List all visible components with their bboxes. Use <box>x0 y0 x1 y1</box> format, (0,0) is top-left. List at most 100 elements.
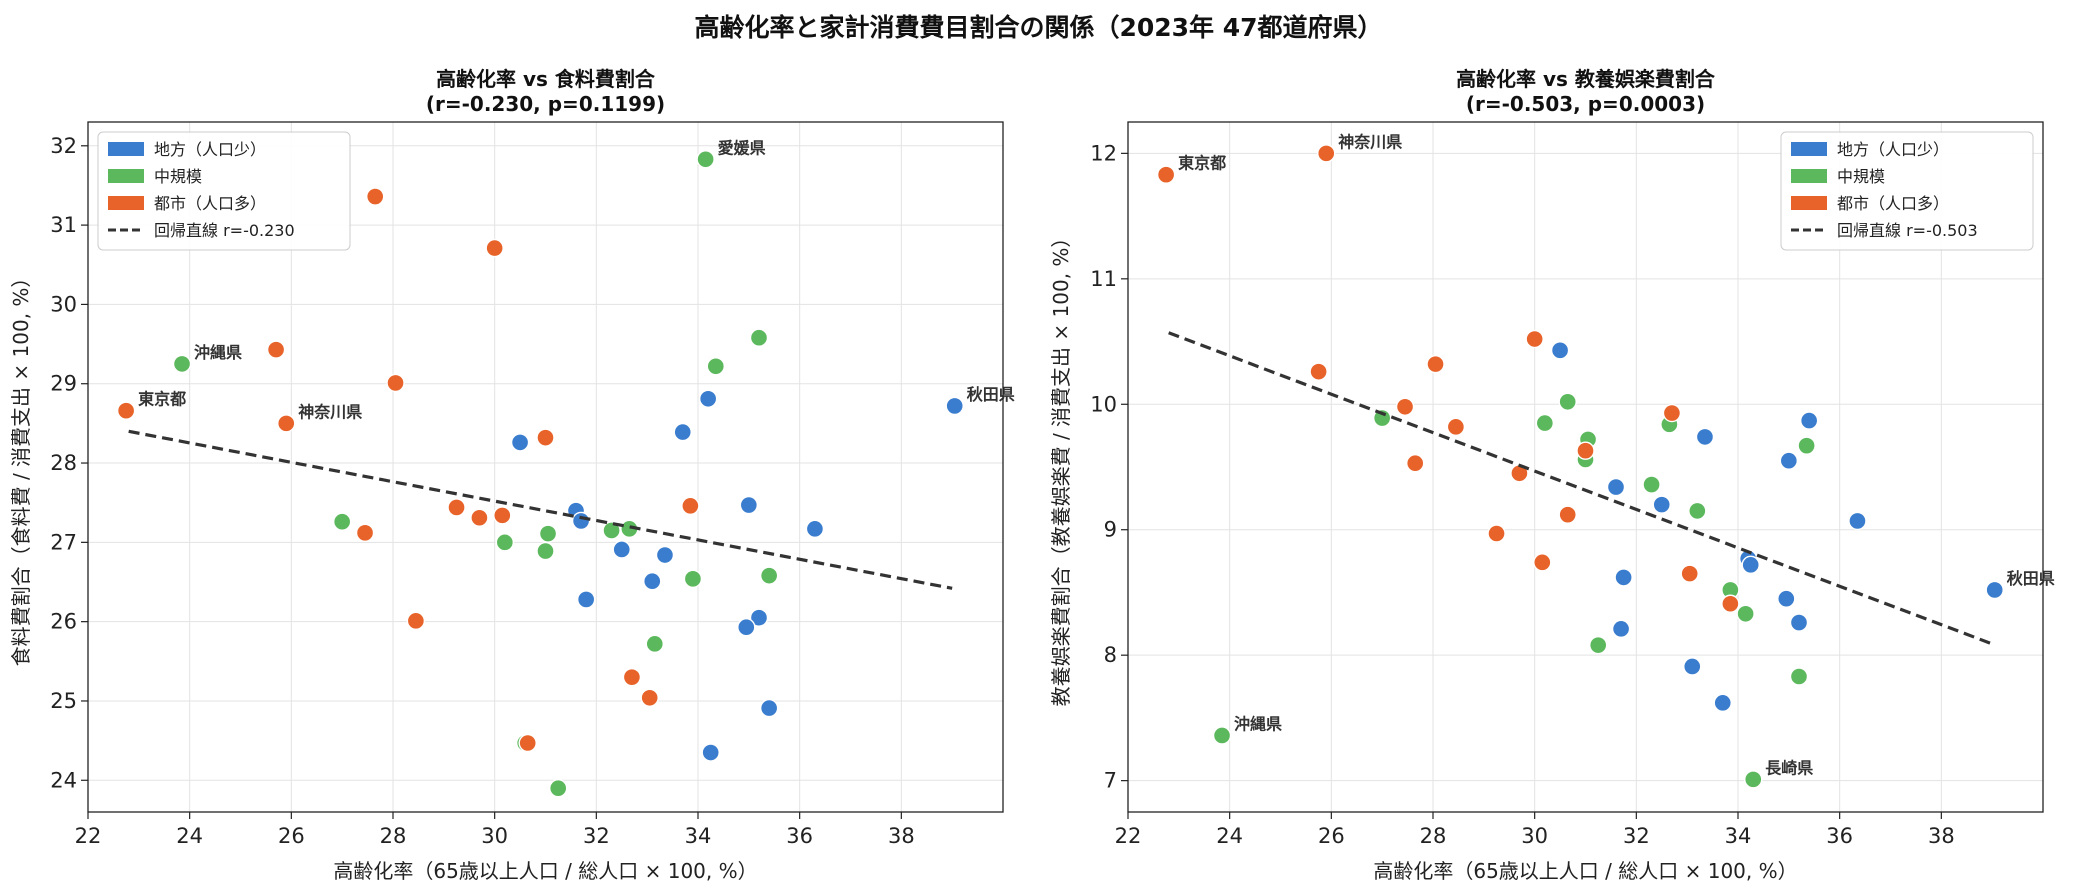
plot1-point-medium <box>683 569 703 589</box>
plot2-point-urban <box>1309 362 1328 381</box>
plot2-xlabel: 高齢化率（65歳以上人口 / 総人口 × 100, %） <box>1373 859 1797 883</box>
plot1-point-urban <box>355 523 375 543</box>
plot2-point-rural <box>1777 589 1796 608</box>
plot1-regression-line <box>128 429 953 590</box>
plot1-point-urban <box>366 187 385 206</box>
plot2-xtick-label: 24 <box>1216 824 1243 848</box>
plot2-point-urban <box>1662 403 1682 423</box>
plot1-annotation: 愛媛県 <box>718 138 766 157</box>
plot2-point-urban <box>1446 417 1466 437</box>
plot2-legend-swatch-medium <box>1791 169 1827 183</box>
plot1-xtick-label: 34 <box>685 824 712 848</box>
plot2-xtick-label: 30 <box>1521 824 1548 848</box>
plot1-point-rural <box>510 433 530 452</box>
plot1-point-rural <box>701 743 720 762</box>
plot2-regression-line <box>1168 331 1993 646</box>
plot2-xtick-label: 22 <box>1115 824 1142 848</box>
plot1-point-medium <box>538 524 558 543</box>
plot1-point-urban <box>622 667 642 687</box>
plot2-point-urban <box>1576 441 1595 460</box>
plot1-point-medium <box>696 150 715 169</box>
plot2: 高齢化率 vs 教養娯楽費割合(r=-0.503, p=0.0003) 22 24 2… <box>1049 67 2055 883</box>
plot2-annotation: 東京都 <box>1178 154 1226 173</box>
plot2-subtitle: (r=-0.503, p=0.0003) <box>1466 92 1705 116</box>
plot2-legend-box <box>1780 131 2034 251</box>
plot2-xtick-label: 38 <box>1928 824 1955 848</box>
plot1-point-urban <box>386 373 405 393</box>
plot1-point-urban <box>116 401 136 420</box>
plot2-legend-label-urban: 都市（人口多） <box>1837 194 1949 213</box>
plot2-xtick-label: 32 <box>1623 824 1650 848</box>
plot1-legend-label-urban: 都市（人口多） <box>154 194 266 213</box>
plot2-point-urban <box>1156 165 1176 184</box>
plot1-point-rural <box>655 545 675 565</box>
plot2-point-rural <box>1614 568 1633 587</box>
plot2-point-urban <box>1525 329 1544 349</box>
plot2-xtick-label: 26 <box>1318 824 1345 848</box>
plot2-point-urban <box>1426 354 1445 374</box>
plot2-point-medium <box>1797 436 1816 455</box>
plot1-point-rural <box>945 396 964 416</box>
plot1-point-medium <box>536 541 555 561</box>
plot1-point-urban <box>406 611 426 631</box>
plot2-point-urban <box>1721 594 1740 613</box>
figure-title: 高齢化率と家計消費費目割合の関係（2023年 47都道府県） <box>694 13 1383 42</box>
plot1-xtick-label: 36 <box>786 824 813 848</box>
plot1-point-urban <box>518 733 537 753</box>
plot2-point-rural <box>1550 341 1570 360</box>
plot1-legend-label-medium: 中規模 <box>154 167 202 186</box>
plot1-xtick-label: 26 <box>278 824 305 848</box>
plot2-point-rural <box>1848 511 1867 531</box>
plot2-annotation: 長崎県 <box>1765 758 1813 777</box>
plot1-xtick-label: 24 <box>176 824 203 848</box>
plot1-ytick-label: 30 <box>50 292 77 316</box>
plot2-ylabel: 教養娯楽費割合（教養娯楽費 / 消費支出 × 100, %） <box>1049 228 1073 707</box>
plot1-point-medium <box>706 357 725 376</box>
plot1-legend-box <box>97 131 351 251</box>
plot2-title: 高齢化率 vs 教養娯楽費割合 <box>1456 67 1716 91</box>
plot2-ytick-label: 10 <box>1090 392 1117 416</box>
plot1-point-rural <box>805 519 825 539</box>
plot1-point-medium <box>549 779 568 798</box>
plot2-point-rural <box>1741 555 1760 575</box>
plot2-point-medium <box>1744 770 1763 789</box>
plot1-point-medium <box>495 533 515 552</box>
plot1-annotation: 東京都 <box>138 390 186 409</box>
plot1-annotation: 沖縄県 <box>194 343 242 362</box>
plot2-ytick-label: 11 <box>1090 267 1117 291</box>
plot2-point-rural <box>1799 411 1819 430</box>
plot1-legend-swatch-medium <box>108 169 144 183</box>
plot1-xtick-label: 22 <box>75 824 102 848</box>
plot2-point-rural <box>1695 427 1715 447</box>
plot2-annotation: 秋田県 <box>2007 569 2055 588</box>
plot2-annotation: 神奈川県 <box>1338 132 1402 151</box>
plot1-annotation: 神奈川県 <box>298 402 362 421</box>
plot1-xtick-label: 32 <box>583 824 610 848</box>
plot2-point-rural <box>1611 619 1631 639</box>
plot2-point-medium <box>1736 604 1755 623</box>
plot1-ytick-label: 32 <box>50 134 77 158</box>
plot1-ytick-label: 27 <box>50 530 77 554</box>
plot2-point-rural <box>1652 495 1671 514</box>
plot1-point-medium <box>332 512 352 531</box>
plot2-point-medium <box>1558 392 1577 411</box>
plot1-point-rural <box>612 540 631 559</box>
plot1-point-rural <box>673 422 692 442</box>
plot1-point-urban <box>493 506 512 525</box>
plot1-point-rural <box>643 572 662 591</box>
plot2-point-rural <box>1713 693 1732 713</box>
plot2-point-medium <box>1372 408 1392 428</box>
plot2-point-urban <box>1395 397 1415 416</box>
plot1-point-urban <box>447 498 466 517</box>
plot2-point-urban <box>1317 144 1336 163</box>
plot2-point-medium <box>1789 667 1809 686</box>
plot1-legend-label-regression: 回帰直線 r=-0.230 <box>154 221 295 240</box>
plot2-point-medium <box>1212 726 1232 745</box>
plot1-point-medium <box>645 634 664 654</box>
plot1-point-medium <box>759 566 779 585</box>
plot1-annotation: 秋田県 <box>967 385 1015 404</box>
plot1-ytick-label: 31 <box>50 213 77 237</box>
plot2-point-rural <box>1985 580 2004 600</box>
plot2-ytick-label: 9 <box>1104 518 1117 542</box>
